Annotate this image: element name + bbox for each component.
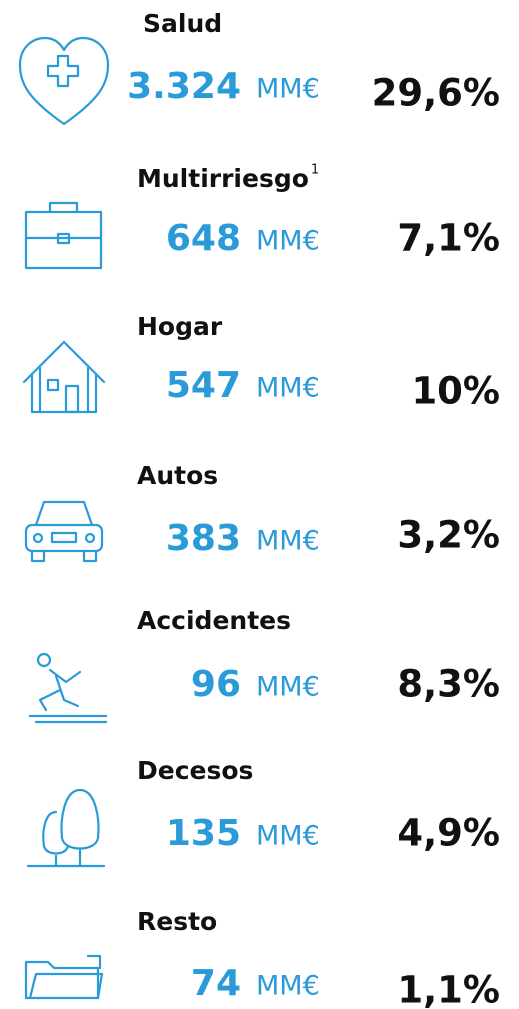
category-title: Multirriesgo	[137, 164, 309, 193]
amount: 74	[191, 963, 241, 1004]
percentage: 10%	[411, 370, 500, 413]
unit: MM€	[256, 74, 320, 105]
unit: MM€	[256, 672, 320, 703]
category-title: Salud	[143, 9, 222, 38]
percentage: 7,1%	[397, 217, 500, 260]
percentage: 1,1%	[397, 969, 500, 1009]
amount: 547	[166, 365, 241, 406]
unit: MM€	[256, 971, 320, 1002]
icon-trees	[26, 788, 106, 868]
percentage: 3,2%	[397, 514, 500, 557]
amount: 96	[191, 664, 241, 705]
percentage: 4,9%	[397, 812, 500, 855]
footnote-mark: 1	[311, 163, 319, 178]
unit: MM€	[256, 821, 320, 852]
amount: 3.324	[127, 66, 241, 107]
category-title: Hogar	[137, 312, 223, 341]
icon-fall	[28, 652, 108, 724]
category-title: Accidentes	[137, 606, 291, 635]
amount: 648	[166, 218, 241, 259]
unit: MM€	[256, 226, 320, 257]
percentage: 29,6%	[372, 72, 500, 115]
icon-briefcase	[24, 201, 103, 270]
category-title: Resto	[137, 907, 217, 936]
icon-folder	[24, 954, 104, 1000]
category-title: Autos	[137, 461, 218, 490]
icon-car	[24, 500, 104, 563]
amount: 383	[166, 518, 241, 559]
amount: 135	[166, 813, 241, 854]
icon-house	[22, 340, 106, 414]
percentage: 8,3%	[397, 663, 500, 706]
unit: MM€	[256, 373, 320, 404]
unit: MM€	[256, 526, 320, 557]
category-title: Decesos	[137, 756, 253, 785]
icon-health	[18, 36, 110, 126]
